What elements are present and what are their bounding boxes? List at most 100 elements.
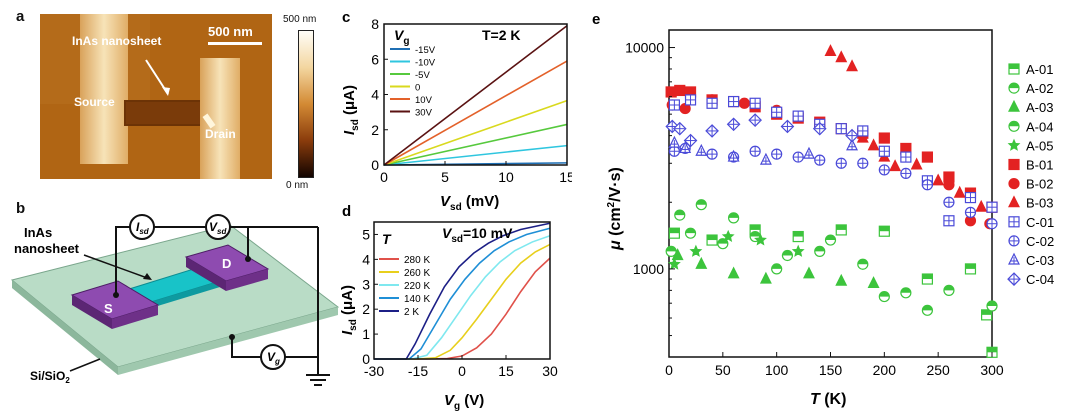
data-point-A-03 bbox=[867, 276, 880, 289]
data-point-A-02 bbox=[1008, 82, 1020, 94]
nanosheet-label-line1: InAs bbox=[24, 225, 52, 240]
data-point-C-02 bbox=[792, 151, 804, 163]
legend-label: 220 K bbox=[404, 281, 430, 292]
series-line-30V bbox=[383, 25, 568, 166]
nanosheet-label-line2: nanosheet bbox=[14, 241, 80, 256]
x-tick-label: 0 bbox=[665, 362, 673, 378]
data-point-B-01 bbox=[1008, 158, 1020, 171]
y-tick-label: 5 bbox=[362, 226, 370, 242]
data-point-A-02 bbox=[943, 284, 955, 296]
legend-label: B-01 bbox=[1026, 158, 1053, 173]
x-axis-label: Vsd (mV) bbox=[440, 193, 499, 213]
panel-b-label: b bbox=[16, 200, 26, 217]
data-point-C-01 bbox=[878, 145, 890, 157]
data-point-C-01 bbox=[684, 94, 697, 106]
data-point-A-03 bbox=[727, 266, 740, 279]
x-tick-label: 50 bbox=[715, 362, 731, 378]
data-point-C-01 bbox=[986, 201, 998, 213]
data-point-C-02 bbox=[814, 154, 826, 166]
data-point-C-03 bbox=[759, 152, 772, 165]
x-tick-label: 5 bbox=[441, 169, 449, 185]
data-point-C-02 bbox=[964, 206, 977, 218]
x-tick-label: 30 bbox=[542, 363, 558, 379]
data-point-A-04 bbox=[684, 227, 697, 239]
isd-meter-icon bbox=[129, 214, 155, 240]
data-point-A-03 bbox=[759, 271, 772, 284]
data-point-A-01 bbox=[921, 273, 933, 285]
data-point-C-02 bbox=[986, 218, 998, 230]
series-line--10V bbox=[383, 144, 568, 166]
afm-image bbox=[40, 14, 272, 179]
data-point-C-01 bbox=[835, 123, 847, 135]
y-tick-label: 2 bbox=[362, 301, 370, 317]
legend-label: C-01 bbox=[1026, 215, 1054, 230]
legend-label: 140 K bbox=[404, 294, 430, 305]
y-tick-label: 0 bbox=[371, 157, 379, 173]
x-tick-label: 300 bbox=[980, 362, 1004, 378]
data-point-C-03 bbox=[802, 146, 815, 159]
x-axis-label: Vg (V) bbox=[444, 392, 484, 412]
data-point-C-02 bbox=[857, 157, 869, 169]
data-point-A-04 bbox=[665, 245, 677, 257]
legend-label: 280 K bbox=[404, 255, 430, 266]
legend-label: -5V bbox=[415, 70, 430, 81]
data-point-C-04 bbox=[845, 128, 859, 143]
data-point-A-04 bbox=[781, 249, 794, 262]
colorbar-max-label: 500 nm bbox=[283, 14, 317, 25]
data-point-B-03 bbox=[846, 59, 859, 72]
x-tick-label: 0 bbox=[458, 363, 466, 379]
data-point-B-03 bbox=[975, 199, 988, 212]
data-point-B-03 bbox=[1008, 195, 1020, 208]
legend-label: 10V bbox=[415, 95, 433, 106]
data-point-C-01 bbox=[943, 215, 955, 227]
data-point-A-01 bbox=[964, 263, 977, 275]
legend-label: A-05 bbox=[1026, 138, 1053, 153]
y-tick-label: 1 bbox=[362, 326, 370, 342]
plot-frame bbox=[668, 29, 993, 358]
substrate-label: Si/SiO2 bbox=[30, 369, 70, 385]
legend-label: 0 bbox=[415, 83, 420, 94]
svg-text:Isd: Isd bbox=[136, 220, 150, 236]
data-point-C-02 bbox=[878, 164, 890, 176]
data-point-C-01 bbox=[857, 125, 869, 137]
chart-title: T=2 K bbox=[482, 27, 521, 43]
series-line-220K bbox=[374, 234, 551, 360]
data-point-A-02 bbox=[771, 263, 783, 275]
data-point-B-03 bbox=[932, 173, 945, 186]
panel-d-label: d bbox=[342, 203, 351, 220]
legend-label: C-03 bbox=[1026, 253, 1054, 268]
chart-e: e 0 50 100 150 200 250 300 1000 10000 T (K) μ (cm2/… bbox=[592, 11, 1054, 408]
x-tick-label: 10 bbox=[498, 169, 514, 185]
data-point-C-03 bbox=[668, 135, 681, 148]
data-point-A-02 bbox=[900, 287, 912, 299]
data-point-B-02 bbox=[738, 97, 750, 109]
svg-text:Vsd: Vsd bbox=[209, 220, 227, 236]
data-point-A-03 bbox=[835, 273, 848, 286]
data-point-A-01 bbox=[668, 227, 680, 239]
data-point-B-02 bbox=[1008, 178, 1020, 190]
data-point-C-03 bbox=[1008, 252, 1020, 265]
x-tick-label: 15 bbox=[498, 363, 514, 379]
data-point-C-02 bbox=[921, 179, 933, 191]
data-point-B-03 bbox=[889, 159, 902, 172]
data-point-C-01 bbox=[771, 106, 783, 118]
y-axis-label: Isd (μA) bbox=[341, 85, 361, 135]
data-point-A-05 bbox=[791, 244, 805, 257]
data-point-C-02 bbox=[749, 145, 761, 157]
data-point-C-01 bbox=[749, 97, 761, 109]
data-point-A-02 bbox=[695, 199, 707, 211]
series-line-2K bbox=[374, 222, 551, 360]
data-point-C-02 bbox=[771, 148, 783, 160]
data-point-A-01 bbox=[1008, 63, 1020, 75]
data-point-C-02 bbox=[1008, 235, 1020, 247]
scalebar-label: 500 nm bbox=[208, 24, 253, 39]
data-point-B-02 bbox=[943, 179, 955, 191]
data-point-C-04 bbox=[705, 124, 719, 138]
legend-label: B-03 bbox=[1026, 196, 1053, 211]
data-point-A-05 bbox=[689, 244, 703, 257]
data-point-A-01 bbox=[706, 234, 718, 246]
vg-meter-icon bbox=[260, 344, 286, 370]
data-point-A-05 bbox=[721, 229, 735, 243]
data-point-C-02 bbox=[900, 167, 912, 180]
data-point-C-04 bbox=[780, 119, 795, 134]
